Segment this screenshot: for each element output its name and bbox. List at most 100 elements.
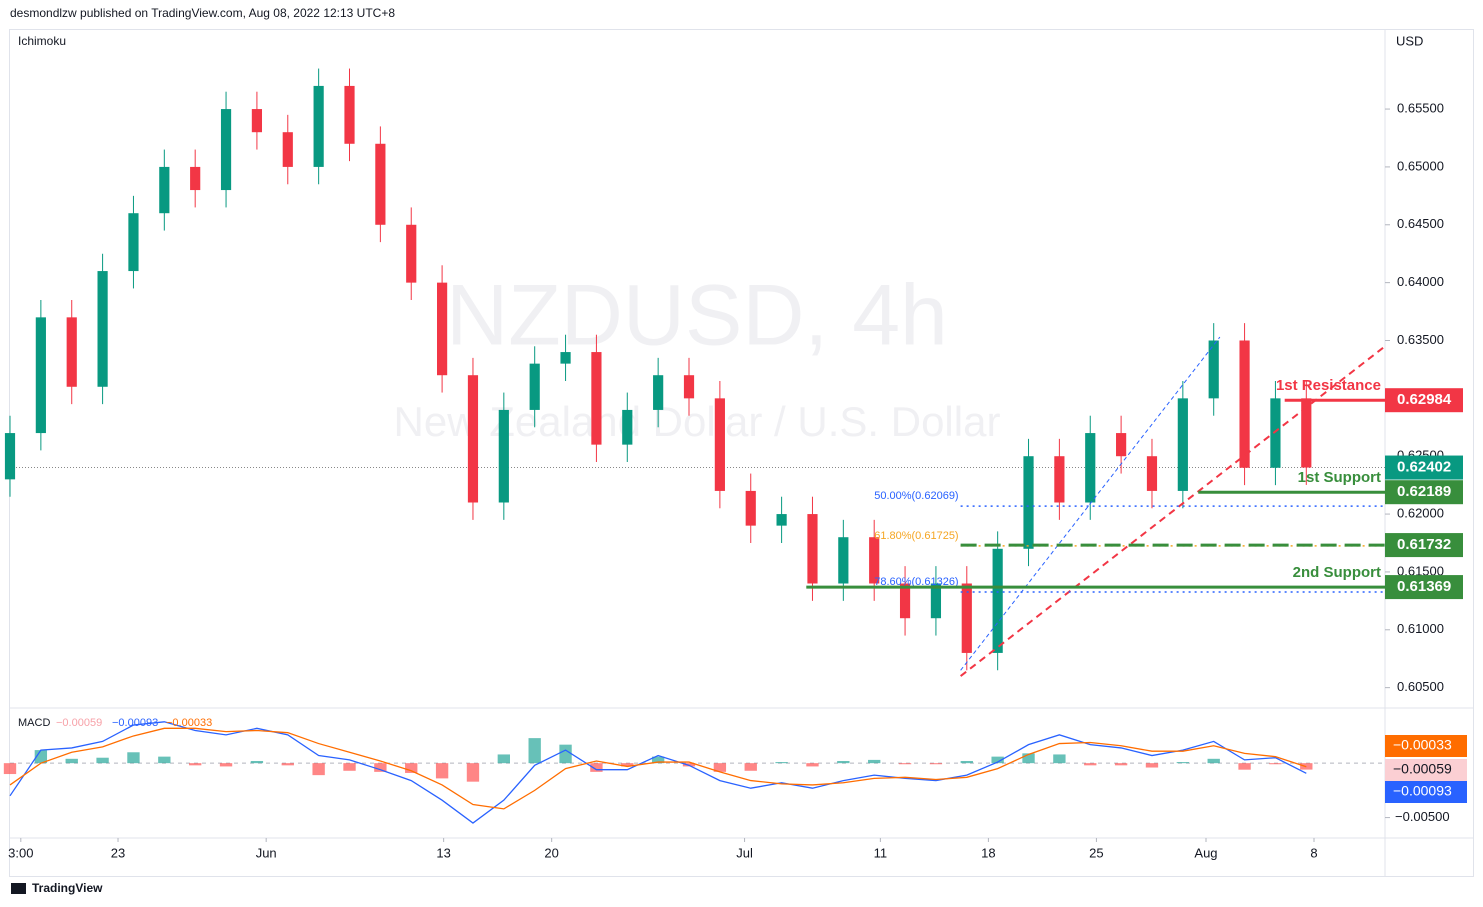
price-label-box [1385,575,1463,600]
histogram-bar [96,757,109,764]
candle-body [128,213,139,272]
price-label: 0.62984 [1397,391,1452,408]
fib-label: 78.60%(0.61326) [874,576,958,588]
histogram-bar [1207,758,1220,764]
candle-body [1177,398,1188,491]
candle-body [1116,433,1127,457]
price-label-box [1385,533,1463,558]
macd-label-box [1385,735,1467,757]
currency: USD [1396,33,1423,48]
histogram-bar [3,763,17,775]
candle-body [622,409,633,445]
candle-body [344,85,355,144]
macd-legend-value: −0.00033 [166,717,212,729]
candle-body [1146,456,1158,491]
y-tick-label: 0.61000 [1397,621,1444,636]
histogram-bar [528,738,541,764]
histogram-bar [929,763,943,765]
candle-body [1301,398,1312,468]
candle-body [869,537,880,584]
price-label-box [1385,455,1463,480]
candle-body [930,583,942,619]
candle-body [190,166,201,191]
candle-body [807,514,818,584]
candle-body [1270,398,1281,468]
level-label: 1st Resistance [1276,377,1381,394]
macd-value-label: −0.00059 [1393,761,1452,777]
y-tick-label: −0.00500 [1395,809,1450,824]
x-tick-label: 25 [1089,845,1103,860]
candle-body [375,143,386,225]
candle-body [899,583,911,619]
candle-body [498,409,509,503]
candle-body [961,583,972,653]
histogram-bar [806,763,819,767]
x-tick-label: Jun [256,845,277,860]
y-tick-label: 0.63500 [1397,332,1444,347]
histogram-bar [1053,754,1066,764]
candle-body [776,514,787,526]
histogram-bar [343,763,356,771]
histogram-bar [374,763,387,772]
histogram-bar [189,763,202,766]
candle-body [1239,340,1250,468]
histogram-bar [1269,763,1282,765]
histogram-bar [127,752,140,764]
candle-body [406,224,417,283]
histogram-bar [898,763,912,765]
candle-body [97,271,108,387]
candle-body [745,490,756,526]
y-tick-label: 0.60500 [1397,679,1444,694]
histogram-bar [497,754,510,764]
histogram-bar [466,763,480,782]
watermark-symbol: NZDUSD, 4h [446,268,948,364]
macd-value-label: −0.00033 [1393,737,1452,753]
candle-body [159,166,170,214]
macd-label-box [1385,759,1467,781]
plot: 0.605000.610000.615000.620000.625000.630… [3,68,1467,860]
histogram-bar [312,763,325,776]
histogram-bar [405,763,418,773]
histogram-bar [1176,762,1190,764]
x-tick-label: 23 [111,845,125,860]
x-tick-label: 3:00 [8,845,33,860]
price-label: 0.61369 [1397,578,1451,595]
candle-body [220,109,232,191]
y-tick-label: 0.65000 [1397,158,1444,173]
y-tick-label: 0.62000 [1397,506,1444,521]
histogram-bar [435,763,449,779]
histogram-bar [65,758,78,764]
candle-body [1085,433,1096,503]
histogram-bar [281,763,294,766]
macd-legend-value: −0.00059 [56,717,102,729]
histogram-bar [868,759,881,764]
histogram-bar [1114,763,1128,766]
candle-body [1054,456,1065,503]
macd-title: MACD [18,717,50,729]
candle-body [1208,340,1219,399]
candle-body [591,352,602,445]
indicator-title: Ichimoku [18,34,66,48]
macd-label-box [1385,781,1467,803]
x-tick-label: 13 [436,845,450,860]
histogram-bar [34,750,48,764]
histogram-bar [960,760,973,764]
macd-legend-value: −0.00093 [112,717,158,729]
candle-body [653,375,664,410]
histogram-bar [1084,763,1097,766]
macd-line [9,721,1307,824]
y-tick-label: 0.65500 [1397,100,1444,115]
x-tick-label: 20 [544,845,558,860]
price-label: 0.62189 [1397,483,1451,500]
level-label: 2nd Support [1293,564,1381,581]
last-price-label: 0.62402 [1397,459,1451,476]
x-tick-label: 8 [1310,845,1317,860]
candle-body [282,132,293,167]
histogram-bar [1238,763,1251,770]
price-label-box [1385,480,1463,505]
header: desmondlzw published on TradingView.com,… [10,6,395,20]
histogram-bar [250,760,264,764]
signal-line [9,727,1307,810]
histogram-bar [621,763,634,767]
